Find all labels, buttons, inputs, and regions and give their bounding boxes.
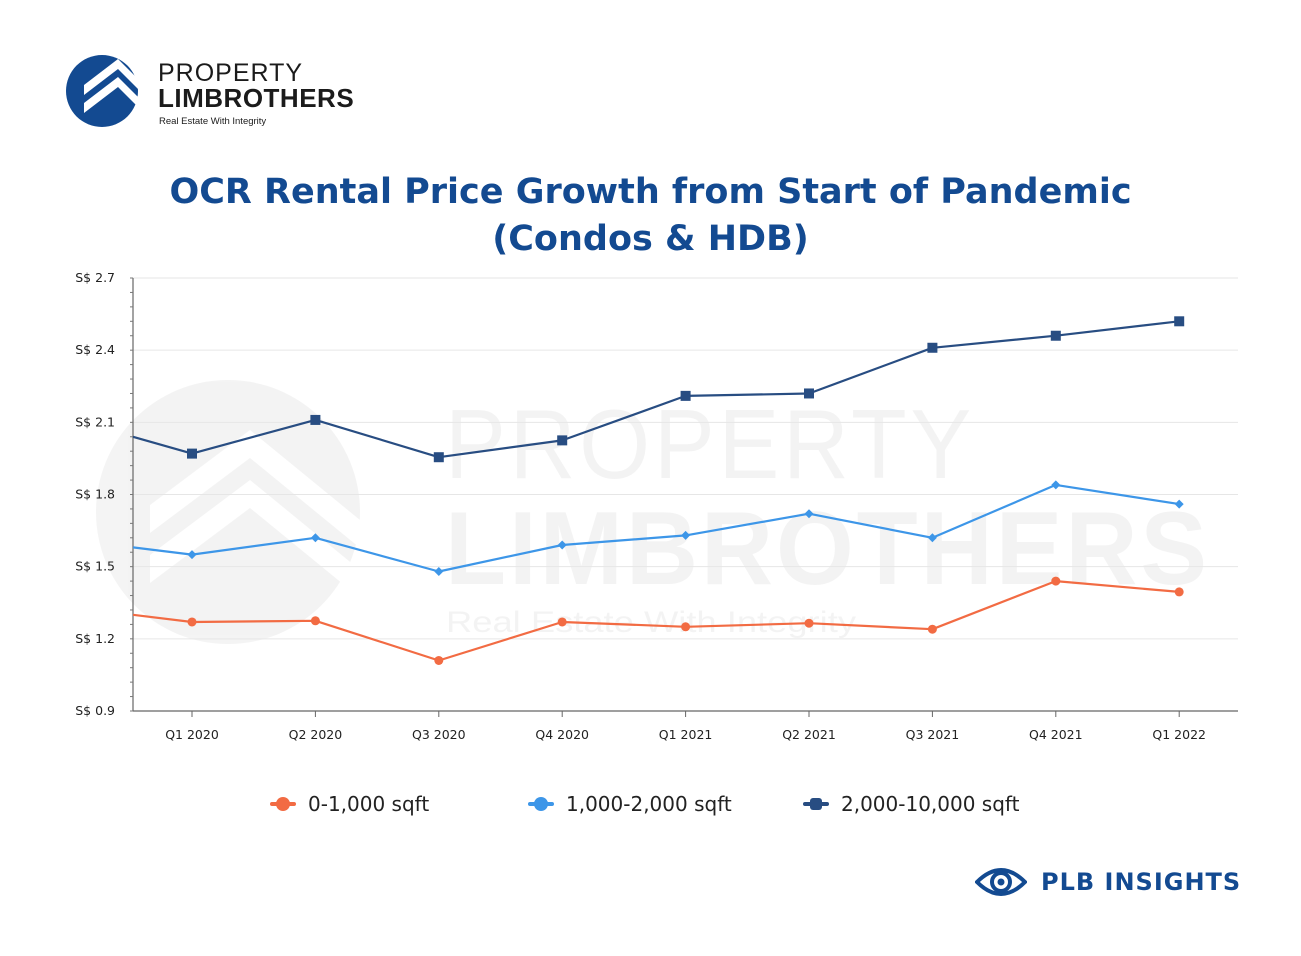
x-tick-label: Q3 2020 [412, 727, 466, 742]
data-point [681, 622, 691, 632]
data-point [1174, 499, 1184, 509]
roof-logo-icon [66, 55, 138, 127]
x-tick-label: Q1 2020 [165, 727, 219, 742]
data-point [1174, 587, 1184, 597]
y-tick-label: S$ 1.8 [75, 487, 115, 502]
data-point [557, 435, 568, 446]
x-tick-label: Q4 2021 [1029, 727, 1083, 742]
data-point [187, 448, 197, 459]
data-point [927, 533, 937, 543]
y-axis-ticks: S$ 0.9 S$ 1.2 S$ 1.5 S$ 1.8 S$ 2.1 S$ 2.4 S$ 2… [75, 270, 133, 718]
data-point [804, 388, 814, 399]
brand-line1: PROPERTY [158, 59, 304, 87]
data-point [310, 616, 320, 626]
y-tick-label: S$ 2.4 [75, 342, 115, 357]
data-point [681, 530, 691, 540]
chart-title-line2: (Condos & HDB) [492, 219, 809, 259]
legend-swatch-blue [528, 797, 554, 811]
y-tick-label: S$ 0.9 [75, 703, 115, 718]
legend-item-0-1000: 0-1,000 sqft [270, 790, 429, 818]
data-point [1051, 480, 1061, 490]
series-line-0 [132, 580, 1180, 662]
y-tick-label: S$ 2.1 [75, 414, 115, 429]
svg-text:LIMBROTHERS: LIMBROTHERS [445, 491, 1210, 607]
data-point [1051, 576, 1061, 586]
x-tick-label: Q2 2021 [782, 727, 836, 742]
series-line-2 [132, 320, 1180, 459]
data-point [310, 533, 320, 543]
series-lines [132, 316, 1185, 665]
legend-swatch-navy [803, 797, 829, 811]
data-point [1174, 316, 1185, 327]
watermark: PROPERTY LIMBROTHERS Real Estate With In… [96, 380, 1210, 644]
data-point [804, 618, 814, 628]
y-tick-label: S$ 1.2 [75, 631, 115, 646]
footer-label: PLB INSIGHTS [1041, 868, 1242, 896]
legend-label: 2,000-10,000 sqft [841, 792, 1020, 816]
x-tick-label: Q1 2022 [1152, 727, 1206, 742]
brand-logo: PROPERTY LIMBROTHERS Real Estate With In… [66, 55, 366, 130]
brand-line2: LIMBROTHERS [158, 83, 355, 113]
data-point [927, 624, 937, 634]
legend-item-2000-10000: 2,000-10,000 sqft [803, 790, 1019, 818]
x-tick-label: Q2 2020 [289, 727, 343, 742]
y-tick-label: S$ 1.5 [75, 559, 115, 574]
x-tick-label: Q1 2021 [659, 727, 713, 742]
data-point [434, 566, 444, 576]
data-point [1050, 330, 1061, 341]
plb-insights-badge: PLB INSIGHTS [975, 862, 1241, 902]
legend-label: 1,000-2,000 sqft [566, 792, 732, 816]
data-point [310, 414, 321, 425]
data-point [557, 540, 567, 550]
series-line-1 [132, 483, 1180, 573]
data-point [187, 550, 197, 560]
data-point [680, 390, 691, 401]
data-point [187, 617, 197, 627]
data-point [433, 452, 444, 463]
data-point [434, 655, 444, 665]
brand-tagline: Real Estate With Integrity [159, 116, 267, 127]
y-tick-label: S$ 2.7 [75, 270, 115, 285]
chart-title-line1: OCR Rental Price Growth from Start of Pa… [169, 172, 1132, 212]
svg-text:Real Estate With Integrity: Real Estate With Integrity [446, 606, 856, 639]
data-point [804, 509, 814, 519]
legend-swatch-orange [270, 797, 296, 811]
svg-text:PROPERTY: PROPERTY [445, 389, 975, 499]
x-axis-ticks: Q1 2020 Q2 2020 Q3 2020 Q4 2020 Q1 2021 Q2 20… [165, 711, 1206, 742]
legend-label: 0-1,000 sqft [308, 792, 430, 816]
legend-item-1000-2000: 1,000-2,000 sqft [528, 790, 732, 818]
x-tick-label: Q4 2020 [535, 727, 589, 742]
data-point [557, 617, 567, 627]
eye-icon [975, 868, 1027, 896]
data-point [927, 342, 938, 353]
x-tick-label: Q3 2021 [906, 727, 960, 742]
